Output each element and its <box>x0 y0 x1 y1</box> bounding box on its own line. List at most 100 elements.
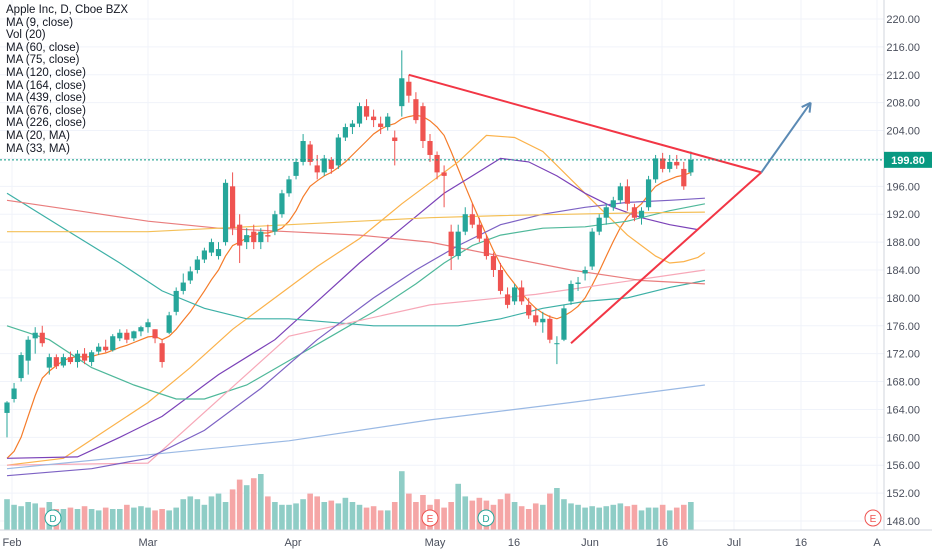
volume-bar <box>88 509 95 530</box>
volume-bar <box>399 471 405 530</box>
volume-bar <box>258 474 264 530</box>
time-axis[interactable]: Feb Mar Apr May 16 Jun 16 Jul 16 A <box>3 537 882 549</box>
volume-bar <box>688 502 694 530</box>
price-tick-label: 220.00 <box>886 14 920 26</box>
volume-bar <box>561 499 567 530</box>
legend-indicator[interactable]: MA (226, close) <box>6 117 86 130</box>
candle-body <box>272 214 278 232</box>
candle-body <box>60 357 66 366</box>
legend-indicator[interactable]: MA (676, close) <box>6 104 86 117</box>
volume-bar <box>575 504 581 530</box>
volume-bar <box>39 507 46 530</box>
candle-body <box>25 339 31 361</box>
candle-body <box>568 283 574 302</box>
volume-bar <box>293 503 299 530</box>
time-tick-label: Apr <box>284 537 301 549</box>
price-axis[interactable]: 220.00216.00212.00208.00204.00200.00196.… <box>886 14 920 528</box>
legend-title: Apple Inc, D, Cboe BZX <box>6 4 129 16</box>
legend-indicator[interactable]: MA (9, close) <box>6 16 74 29</box>
volume-bar <box>532 503 539 530</box>
volume-bar <box>554 488 560 530</box>
time-tick-label: May <box>425 537 446 549</box>
event-badge <box>421 509 439 527</box>
volume-bar <box>159 509 165 530</box>
candle-body <box>476 224 482 239</box>
volume-bar <box>666 510 673 530</box>
legend-indicator[interactable]: MA (33, MA) <box>6 142 70 155</box>
event-badge-label: E <box>870 514 877 525</box>
legend-indicator[interactable]: MA (20, MA) <box>6 129 70 142</box>
candle-body <box>526 304 532 316</box>
volume-bar <box>187 496 194 530</box>
event-badge <box>864 509 882 527</box>
price-tick-label: 204.00 <box>886 126 920 138</box>
candle-body <box>392 137 398 142</box>
legend-indicator[interactable]: MA (75, close) <box>6 54 80 67</box>
legend-indicator[interactable]: Vol (20) <box>6 29 46 42</box>
resistance-trendline <box>408 73 762 174</box>
volume-bar <box>4 499 10 530</box>
candle-body <box>631 207 638 218</box>
volume-bar <box>67 507 74 530</box>
candle-body <box>194 259 200 270</box>
volume-bar <box>194 499 201 530</box>
candle-body <box>660 158 666 169</box>
volume-bar <box>74 509 81 530</box>
candle-body <box>279 193 285 215</box>
volume-bar <box>356 504 363 530</box>
volume-bar <box>109 509 116 530</box>
volume-bar <box>413 502 419 530</box>
candle-body <box>96 346 102 352</box>
candle-body <box>117 332 123 339</box>
volume-bar <box>321 502 328 530</box>
time-tick-label: Jul <box>727 537 741 549</box>
volume-bar <box>377 510 384 530</box>
volume-bar <box>25 502 31 530</box>
candle-body <box>300 141 306 162</box>
legend-indicator[interactable]: MA (439, close) <box>6 92 86 105</box>
candle-body <box>356 106 363 124</box>
candle-body <box>138 327 144 332</box>
volume-bar <box>349 502 356 530</box>
candle-body <box>32 332 38 339</box>
volume-bar <box>504 493 511 530</box>
candle-body <box>4 402 10 413</box>
candle-body <box>603 207 609 218</box>
volume-bar <box>638 510 645 530</box>
time-tick-label: Mar <box>139 537 158 549</box>
event-badge-label: E <box>427 514 434 525</box>
volume-bar <box>603 506 610 530</box>
legend-indicator[interactable]: MA (60, close) <box>6 41 80 54</box>
candle-body <box>462 214 468 232</box>
moving-average-line <box>6 134 706 466</box>
volume-bar <box>215 493 222 530</box>
candle-body <box>533 315 539 323</box>
candle-body <box>610 200 616 208</box>
last-price-label: 199.80 <box>891 155 925 167</box>
event-badge-label: D <box>482 514 489 525</box>
time-tick-label: 16 <box>795 537 807 549</box>
candle-body <box>201 250 207 260</box>
candle-body <box>554 343 560 345</box>
volume-bar <box>342 497 349 530</box>
candle-body <box>413 99 419 121</box>
price-tick-label: 208.00 <box>886 98 920 110</box>
volume-bar <box>420 495 426 530</box>
candle-body <box>504 294 511 305</box>
volume-bar <box>32 503 38 530</box>
volume-bar <box>617 503 624 530</box>
legend-indicator[interactable]: MA (120, close) <box>6 66 86 79</box>
volume-bar <box>681 504 687 530</box>
candle-body <box>166 315 172 333</box>
volume-bar <box>652 507 659 530</box>
volume-bar <box>624 506 631 530</box>
time-tick-label: 16 <box>656 537 668 549</box>
volume-bar <box>596 507 602 530</box>
volume-bar <box>180 499 187 530</box>
candle-body <box>681 168 687 187</box>
candle-body <box>159 343 165 363</box>
event-badge-label: D <box>49 514 56 525</box>
legend-indicator[interactable]: MA (164, close) <box>6 79 86 92</box>
